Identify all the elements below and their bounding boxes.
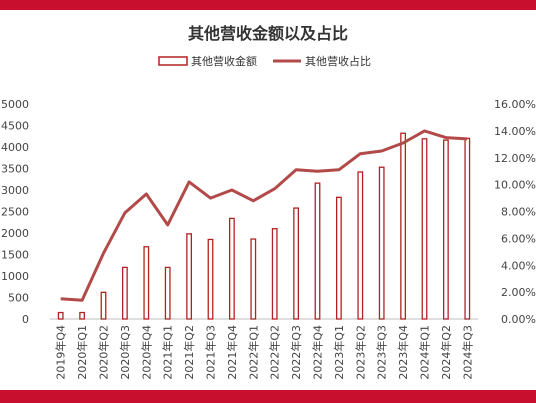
y-left-tick-label: 4500 bbox=[1, 120, 29, 133]
bar bbox=[357, 171, 364, 320]
bar bbox=[100, 291, 107, 320]
line-series bbox=[60, 129, 468, 302]
legend-swatch-bar bbox=[158, 56, 188, 66]
x-tick-label: 2023年Q1 bbox=[332, 325, 346, 380]
y-left-tick-label: 5000 bbox=[1, 98, 29, 111]
x-tick-label: 2023年Q2 bbox=[353, 325, 367, 380]
bar bbox=[464, 137, 471, 320]
bar bbox=[164, 266, 171, 320]
legend-label-bar: 其他营收金额 bbox=[191, 54, 257, 68]
top-accent-bar bbox=[0, 0, 536, 10]
y-right-tick-label: 4.00% bbox=[501, 259, 536, 272]
bar bbox=[186, 233, 193, 320]
bar bbox=[400, 132, 407, 320]
bar bbox=[57, 311, 64, 320]
bar bbox=[314, 182, 321, 320]
bar bbox=[378, 166, 385, 320]
x-tick-label: 2021年Q1 bbox=[161, 325, 175, 380]
y-right-tick-label: 16.00% bbox=[494, 98, 536, 111]
y-left-tick-label: 2500 bbox=[1, 206, 29, 219]
x-tick-label: 2022年Q1 bbox=[246, 325, 260, 380]
line-path bbox=[60, 129, 468, 302]
y-right-tick-label: 0.00% bbox=[501, 313, 536, 326]
y-left-tick-label: 4000 bbox=[1, 141, 29, 154]
x-tick-label: 2020年Q4 bbox=[139, 325, 153, 380]
x-tick-label: 2020年Q3 bbox=[118, 325, 132, 380]
bar bbox=[79, 311, 85, 320]
bar bbox=[143, 246, 150, 320]
y-left-tick-label: 1000 bbox=[1, 270, 29, 283]
bar bbox=[207, 238, 214, 320]
x-tick-label: 2024年Q1 bbox=[418, 325, 432, 380]
x-tick-label: 2023年Q4 bbox=[396, 325, 410, 380]
legend: 其他营收金额 其他营收占比 bbox=[158, 54, 371, 68]
bar bbox=[335, 196, 342, 320]
bar bbox=[228, 217, 235, 320]
x-tick-label: 2022年Q4 bbox=[311, 325, 325, 380]
y-left-tick-label: 0 bbox=[22, 313, 29, 326]
bar bbox=[271, 228, 278, 320]
x-tick-label: 2022年Q2 bbox=[268, 325, 282, 380]
x-tick-label: 2020年Q2 bbox=[97, 325, 111, 380]
x-tick-label: 2023年Q3 bbox=[375, 325, 389, 380]
y-right-tick-label: 6.00% bbox=[501, 232, 536, 245]
y-right-tick-label: 12.00% bbox=[494, 152, 536, 165]
y-right-tick-label: 14.00% bbox=[494, 125, 536, 138]
x-tick-label: 2021年Q3 bbox=[204, 325, 218, 380]
bar bbox=[421, 138, 428, 320]
bar bbox=[122, 266, 128, 320]
legend-label-line: 其他营收占比 bbox=[305, 54, 371, 68]
x-tick-label: 2024年Q3 bbox=[460, 325, 474, 380]
x-tick-label: 2020年Q1 bbox=[75, 325, 89, 380]
bar bbox=[442, 139, 449, 320]
y-left-tick-label: 1500 bbox=[1, 249, 29, 262]
bar-series bbox=[57, 132, 471, 320]
axes: 0 500 1000 1500 2000 2500 3000 3500 4000 4500 5000… bbox=[1, 98, 536, 380]
bar bbox=[293, 207, 300, 320]
chart-title: 其他营收金额以及占比 bbox=[187, 24, 348, 43]
y-left-tick-label: 2000 bbox=[1, 227, 29, 240]
y-right-tick-label: 2.00% bbox=[501, 286, 536, 299]
y-left-tick-label: 500 bbox=[8, 292, 29, 305]
y-left-tick-label: 3000 bbox=[1, 184, 29, 197]
x-tick-label: 2022年Q3 bbox=[289, 325, 303, 380]
y-right-tick-label: 8.00% bbox=[501, 206, 536, 219]
bar bbox=[250, 238, 257, 320]
x-tick-label: 2024年Q2 bbox=[439, 325, 453, 380]
x-tick-label: 2021年Q2 bbox=[182, 325, 196, 380]
x-tick-label: 2019年Q4 bbox=[54, 325, 68, 380]
x-tick-label: 2021年Q4 bbox=[225, 325, 239, 380]
bottom-accent-bar bbox=[0, 390, 536, 403]
y-right-tick-label: 10.00% bbox=[494, 179, 536, 192]
y-left-tick-label: 3500 bbox=[1, 163, 29, 176]
